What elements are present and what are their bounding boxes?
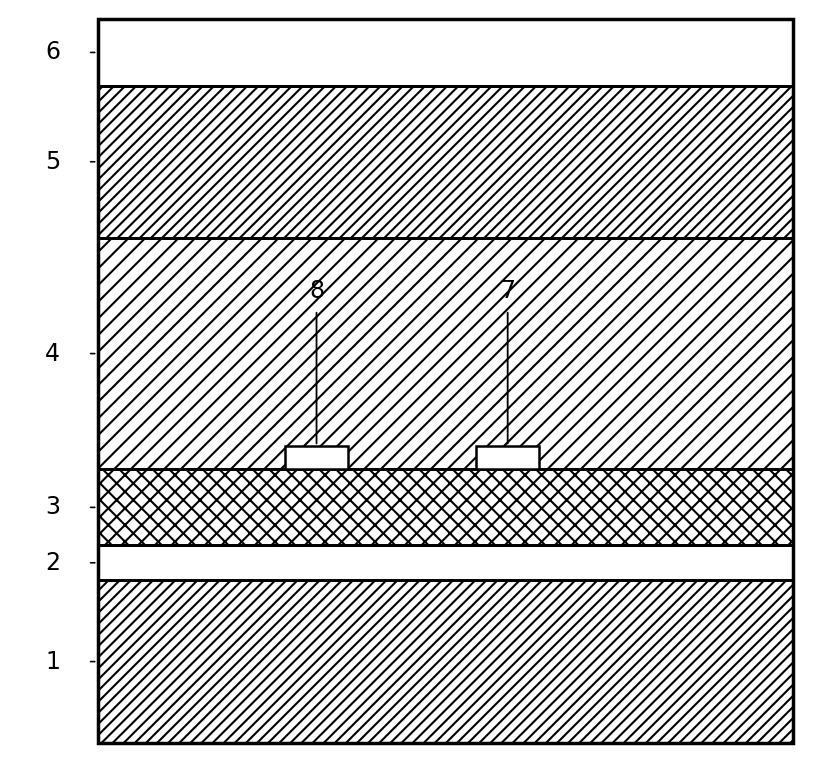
Text: 4: 4 [46,342,60,365]
Text: 5: 5 [46,149,60,174]
Bar [476,447,539,470]
Bar [98,470,793,545]
Bar [98,237,793,470]
Text: 6: 6 [46,41,60,64]
Text: 1: 1 [46,650,60,673]
Bar [98,19,793,743]
Text: 3: 3 [46,496,60,519]
Bar [98,86,793,237]
Bar [98,19,793,86]
Text: 8: 8 [309,279,324,303]
Bar [98,545,793,580]
Text: 7: 7 [500,279,515,303]
Text: 2: 2 [46,551,60,574]
Bar [285,447,348,470]
Bar [98,580,793,743]
